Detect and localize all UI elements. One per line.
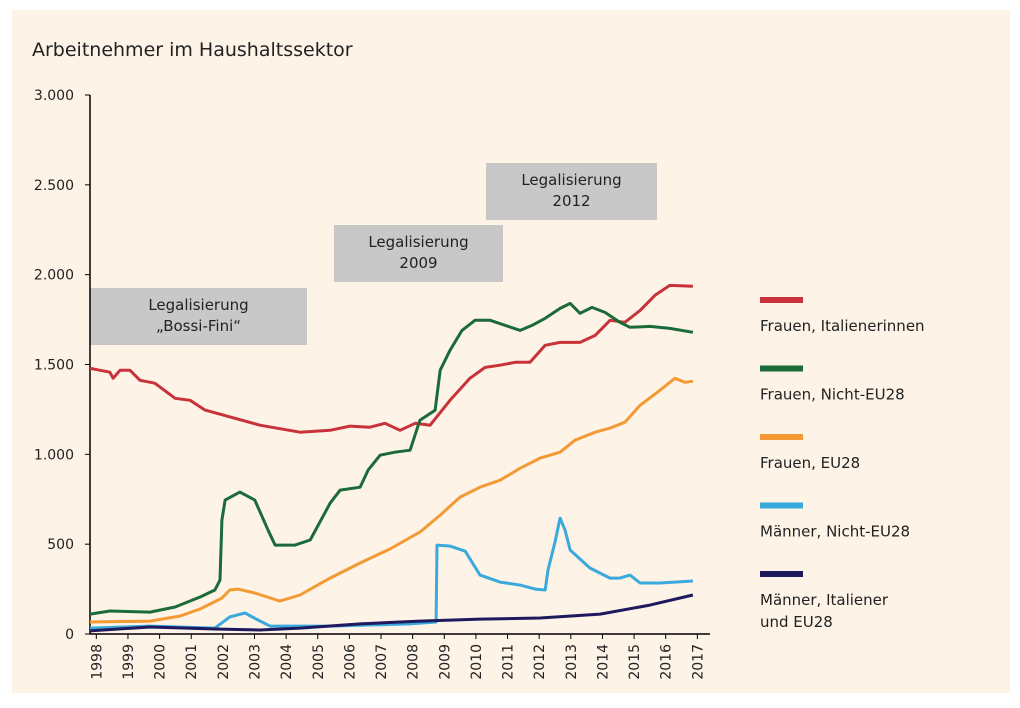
legend-label: Frauen, EU28 (760, 454, 860, 472)
annotation: Legalisierung (148, 296, 248, 314)
x-tick-label: 2004 (279, 644, 295, 680)
background (12, 10, 1010, 693)
legend-label: Frauen, Nicht-EU28 (760, 386, 905, 404)
x-tick-label: 2006 (342, 644, 358, 680)
x-tick-label: 2009 (437, 644, 453, 680)
line-series (89, 376, 694, 624)
x-tick-label: 1998 (89, 644, 105, 680)
y-tick-label: 500 (47, 537, 74, 553)
x-tick-label: 2000 (153, 644, 169, 680)
y-tick-label: 1.000 (34, 447, 74, 463)
line-series (89, 593, 694, 633)
legend-swatch (760, 502, 803, 509)
annotation: Legalisierung (368, 233, 468, 251)
x-tick-label: 2017 (690, 644, 706, 680)
legend-label: Frauen, Italienerinnen (760, 317, 925, 335)
line-series (89, 283, 693, 434)
line-series (89, 516, 693, 630)
x-tick-label: 2008 (406, 644, 422, 680)
annotation-box (90, 288, 307, 345)
legend-swatch (760, 365, 803, 372)
legend-swatch (760, 571, 803, 577)
legend-swatch (760, 297, 803, 303)
annotation: „Bossi-Fini“ (156, 317, 241, 335)
x-tick-label: 2015 (627, 644, 643, 680)
annotation-box (486, 163, 657, 220)
x-tick-label: 2012 (532, 644, 548, 680)
y-tick-label: 3.000 (34, 88, 74, 104)
y-tick-label: 2.000 (34, 268, 74, 284)
annotation: 2012 (552, 192, 590, 210)
legend-label: Männer, Italiener und EU28 (760, 591, 889, 631)
x-tick-label: 2001 (184, 644, 200, 680)
x-tick-label: 2007 (374, 644, 390, 680)
legend-label: Männer, Nicht-EU28 (760, 523, 910, 541)
legend-swatch (760, 434, 803, 440)
annotation-box (334, 225, 503, 282)
y-tick-label: 0 (65, 627, 74, 643)
x-tick-label: 2013 (564, 644, 580, 680)
chart-title: Arbeitnehmer im Haushaltssektor (32, 39, 353, 61)
x-tick-label: 2005 (311, 644, 327, 680)
line-series (89, 301, 694, 616)
x-tick-label: 2016 (659, 644, 675, 680)
x-tick-label: 2011 (501, 644, 517, 680)
x-tick-label: 1999 (121, 644, 137, 680)
annotation: Legalisierung (521, 171, 621, 189)
y-tick-label: 1.500 (34, 358, 74, 374)
annotation: 2009 (399, 254, 437, 272)
x-tick-label: 2010 (469, 644, 485, 680)
x-tick-label: 2003 (247, 644, 263, 680)
y-tick-label: 2.500 (34, 178, 74, 194)
x-tick-label: 2014 (595, 644, 611, 680)
x-tick-label: 2002 (216, 644, 232, 680)
